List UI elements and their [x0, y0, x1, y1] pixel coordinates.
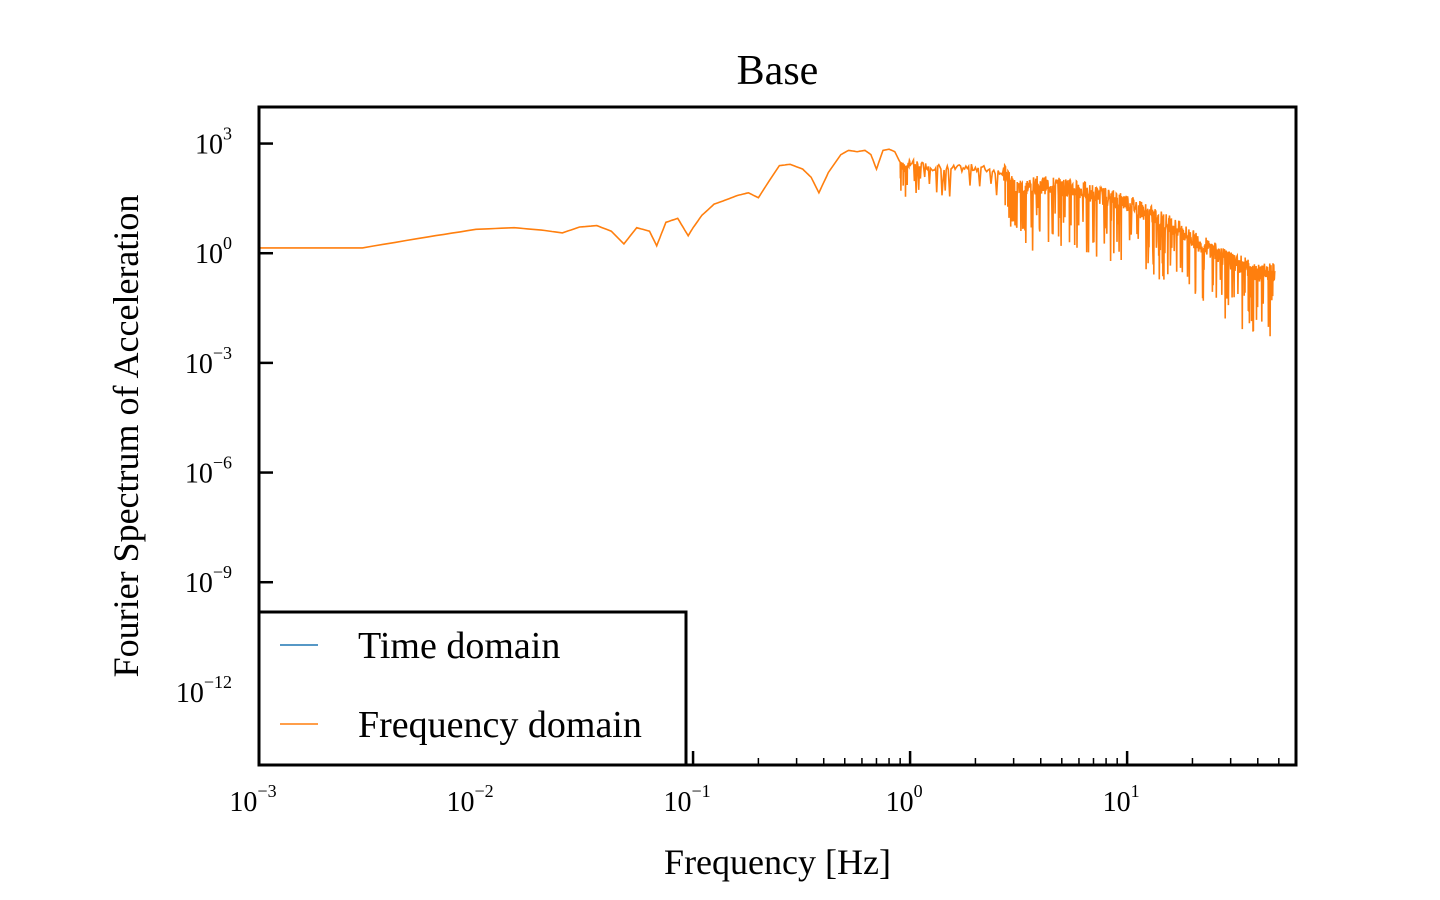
x-tick-label: 10−3	[229, 781, 276, 818]
legend-entry-1: Frequency domain	[358, 704, 642, 746]
y-axis-label: Fourier Spectrum of Acceleration	[106, 195, 146, 678]
x-tick-label: 101	[1103, 781, 1140, 818]
legend-entry-0: Time domain	[358, 625, 560, 667]
plot-frame	[257, 105, 1298, 767]
y-tick-label: 10−9	[185, 562, 232, 599]
series-group	[259, 148, 1276, 337]
y-tick-label: 100	[195, 233, 232, 270]
x-axis-label: Frequency [Hz]	[664, 842, 891, 882]
legend-box	[257, 610, 688, 767]
chart-title: Base	[737, 48, 819, 94]
x-tick-label: 100	[886, 781, 923, 818]
legend: Time domain Frequency domain	[257, 610, 688, 767]
y-tick-label: 103	[195, 124, 232, 161]
y-tick-label: 10−12	[176, 672, 232, 709]
x-tick-label: 10−1	[663, 781, 710, 818]
y-tick-label: 10−3	[185, 343, 232, 380]
y-tick-label: 10−6	[185, 453, 232, 490]
axis-ticks: 10−3 10−2 10−1 100 101 10−12 10−9 10−6 10−3 100 10…	[176, 124, 1297, 818]
x-tick-label: 10−2	[446, 781, 493, 818]
series-line-1	[259, 148, 1276, 337]
